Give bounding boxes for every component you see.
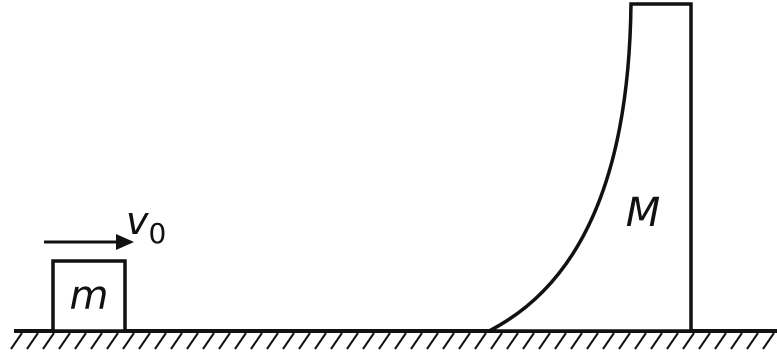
hatch-stroke: [74, 332, 87, 350]
hatch-stroke: [650, 332, 663, 350]
hatch-stroke: [410, 332, 423, 350]
hatch-stroke: [538, 332, 551, 350]
hatch-stroke: [26, 332, 39, 350]
hatch-stroke: [138, 332, 151, 350]
hatch-stroke: [618, 332, 631, 350]
velocity-label: v0: [126, 199, 166, 250]
large-block-body: [488, 2, 693, 333]
hatch-stroke: [314, 332, 327, 350]
hatch-stroke: [714, 332, 727, 350]
hatch-stroke: [762, 332, 775, 350]
hatch-stroke: [58, 332, 71, 350]
hatch-stroke: [218, 332, 231, 350]
velocity-symbol: v: [126, 199, 149, 243]
small-block-body: [51, 259, 127, 333]
hatch-stroke: [458, 332, 471, 350]
large-block: M: [488, 2, 693, 333]
hatch-stroke: [474, 332, 487, 350]
hatch-stroke: [506, 332, 519, 350]
hatch-stroke: [426, 332, 439, 350]
hatch-stroke: [586, 332, 599, 350]
hatch-stroke: [682, 332, 695, 350]
hatch-stroke: [10, 332, 23, 350]
hatch-stroke: [122, 332, 135, 350]
hatch-stroke: [330, 332, 343, 350]
hatch-stroke: [378, 332, 391, 350]
hatch-stroke: [234, 332, 247, 350]
hatch-stroke: [282, 332, 295, 350]
velocity-vector: v0: [44, 199, 166, 250]
hatch-stroke: [362, 332, 375, 350]
hatch-stroke: [202, 332, 215, 350]
hatch-stroke: [602, 332, 615, 350]
hatch-stroke: [90, 332, 103, 350]
hatch-stroke: [730, 332, 743, 350]
small-block-label: m: [70, 273, 109, 319]
hatch-stroke: [250, 332, 263, 350]
hatch-stroke: [170, 332, 183, 350]
hatch-stroke: [490, 332, 503, 350]
ground-hatching: [10, 332, 775, 350]
ground: [10, 329, 777, 350]
velocity-arrow-head: [116, 234, 134, 250]
hatch-stroke: [666, 332, 679, 350]
hatch-stroke: [394, 332, 407, 350]
hatch-stroke: [298, 332, 311, 350]
velocity-subscript: 0: [149, 217, 167, 250]
hatch-stroke: [346, 332, 359, 350]
small-block: m: [51, 259, 127, 333]
hatch-stroke: [634, 332, 647, 350]
hatch-stroke: [442, 332, 455, 350]
hatch-stroke: [186, 332, 199, 350]
large-block-label: M: [626, 190, 661, 236]
hatch-stroke: [42, 332, 55, 350]
hatch-stroke: [106, 332, 119, 350]
hatch-stroke: [154, 332, 167, 350]
hatch-stroke: [554, 332, 567, 350]
hatch-stroke: [746, 332, 759, 350]
hatch-stroke: [698, 332, 711, 350]
hatch-stroke: [266, 332, 279, 350]
hatch-stroke: [522, 332, 535, 350]
hatch-stroke: [570, 332, 583, 350]
